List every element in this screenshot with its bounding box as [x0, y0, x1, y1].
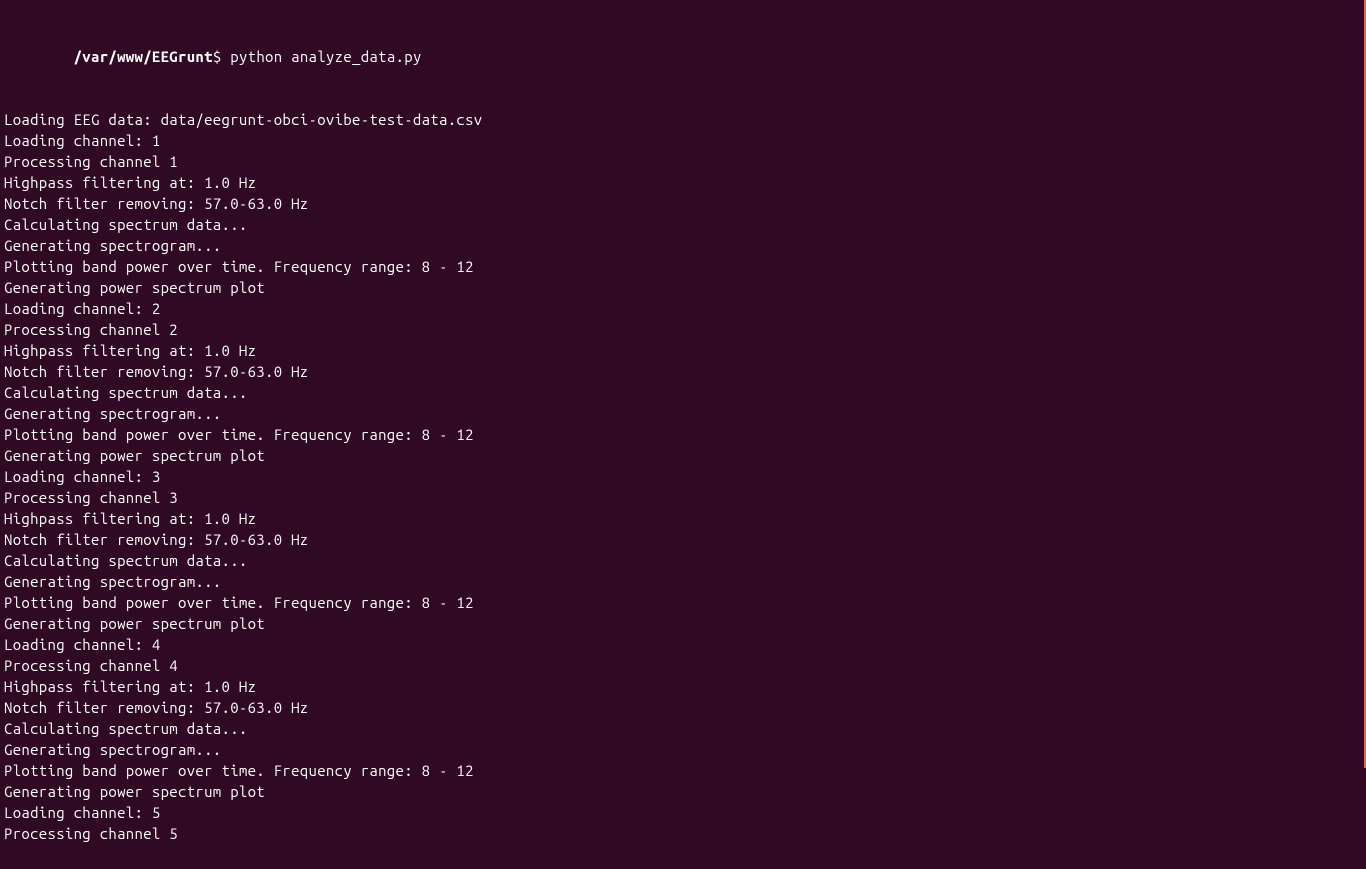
output-line: Plotting band power over time. Frequency… [4, 424, 1360, 445]
output-line: Loading EEG data: data/eegrunt-obci-ovib… [4, 109, 1360, 130]
prompt-user [4, 46, 74, 67]
output-line: Generating power spectrum plot [4, 781, 1360, 802]
output-line: Highpass filtering at: 1.0 Hz [4, 340, 1360, 361]
prompt-symbol: $ [213, 46, 222, 67]
output-line: Plotting band power over time. Frequency… [4, 256, 1360, 277]
output-line: Loading channel: 5 [4, 802, 1360, 823]
output-line: Generating spectrogram... [4, 571, 1360, 592]
output-line: Loading channel: 1 [4, 130, 1360, 151]
output-line: Generating power spectrum plot [4, 277, 1360, 298]
output-line: Plotting band power over time. Frequency… [4, 592, 1360, 613]
terminal-output[interactable]: /var/www/EEGrunt$ python analyze_data.py… [0, 0, 1364, 869]
output-line: Highpass filtering at: 1.0 Hz [4, 172, 1360, 193]
output-line: Loading channel: 2 [4, 298, 1360, 319]
output-line: Generating spectrogram... [4, 403, 1360, 424]
output-line: Generating power spectrum plot [4, 445, 1360, 466]
output-line: Notch filter removing: 57.0-63.0 Hz [4, 361, 1360, 382]
output-line: Highpass filtering at: 1.0 Hz [4, 676, 1360, 697]
output-line: Notch filter removing: 57.0-63.0 Hz [4, 193, 1360, 214]
output-line: Processing channel 1 [4, 151, 1360, 172]
output-line: Loading channel: 3 [4, 466, 1360, 487]
output-line: Plotting band power over time. Frequency… [4, 760, 1360, 781]
output-line: Calculating spectrum data... [4, 382, 1360, 403]
output-line: Generating spectrogram... [4, 739, 1360, 760]
output-line: Processing channel 4 [4, 655, 1360, 676]
output-line: Notch filter removing: 57.0-63.0 Hz [4, 529, 1360, 550]
output-line: Highpass filtering at: 1.0 Hz [4, 508, 1360, 529]
output-line: Calculating spectrum data... [4, 718, 1360, 739]
prompt-path: /var/www/EEGrunt [74, 46, 213, 67]
prompt-line: /var/www/EEGrunt$ python analyze_data.py [4, 46, 1360, 67]
output-line: Calculating spectrum data... [4, 214, 1360, 235]
output-line: Generating spectrogram... [4, 235, 1360, 256]
output-line: Generating power spectrum plot [4, 613, 1360, 634]
output-line: Calculating spectrum data... [4, 550, 1360, 571]
output-line: Processing channel 3 [4, 487, 1360, 508]
output-line: Processing channel 2 [4, 319, 1360, 340]
command-text: python analyze_data.py [230, 46, 421, 67]
output-container: Loading EEG data: data/eegrunt-obci-ovib… [4, 109, 1360, 844]
output-line: Notch filter removing: 57.0-63.0 Hz [4, 697, 1360, 718]
output-line: Loading channel: 4 [4, 634, 1360, 655]
output-line: Processing channel 5 [4, 823, 1360, 844]
